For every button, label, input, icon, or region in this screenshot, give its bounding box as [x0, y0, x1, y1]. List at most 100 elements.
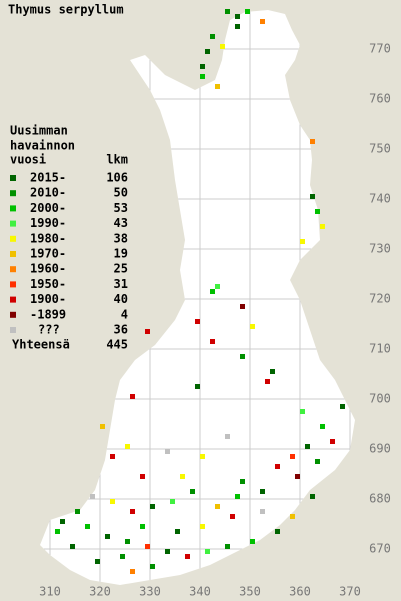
x-tick-label: 310 — [39, 585, 61, 599]
legend-swatch — [10, 266, 16, 273]
observation-square — [235, 494, 240, 499]
observation-square — [130, 394, 135, 399]
legend-label: 1980- — [30, 231, 66, 245]
legend-count: 31 — [114, 277, 128, 291]
finland-outline — [40, 10, 355, 585]
observation-square — [185, 554, 190, 559]
observation-square — [110, 499, 115, 504]
legend-label: -1899 — [30, 307, 66, 321]
observation-square — [245, 9, 250, 14]
observation-square — [225, 434, 230, 439]
x-tick-label: 350 — [239, 585, 261, 599]
legend-swatch — [10, 251, 16, 257]
observation-square — [270, 369, 275, 374]
observation-square — [295, 474, 300, 479]
y-tick-label: 700 — [369, 392, 391, 406]
observation-square — [125, 539, 130, 544]
observation-square — [120, 554, 125, 559]
map-title: Thymus serpyllum — [8, 3, 124, 17]
legend-swatch — [10, 281, 16, 288]
observation-square — [180, 474, 185, 479]
legend-heading: havainnon — [10, 139, 75, 153]
observation-square — [250, 324, 255, 329]
observation-square — [230, 514, 235, 519]
observation-square — [140, 524, 145, 529]
y-tick-label: 760 — [369, 92, 391, 106]
legend-count: 106 — [106, 171, 128, 185]
legend-label: 1970- — [30, 247, 66, 261]
legend-swatch — [10, 190, 16, 197]
legend-swatch — [10, 296, 16, 303]
observation-square — [260, 489, 265, 494]
observation-square — [310, 194, 315, 199]
observation-square — [105, 534, 110, 539]
observation-square — [320, 424, 325, 429]
observation-square — [240, 479, 245, 484]
legend-label: 2010- — [30, 186, 66, 200]
observation-square — [95, 559, 100, 564]
y-tick-label: 720 — [369, 292, 391, 306]
observation-square — [130, 569, 135, 574]
observation-square — [85, 524, 90, 529]
observation-square — [145, 544, 150, 549]
observation-square — [90, 494, 95, 499]
legend-count: 43 — [114, 216, 128, 230]
observation-square — [60, 519, 65, 524]
observation-square — [235, 24, 240, 29]
legend-heading: Uusimman — [10, 124, 68, 138]
y-tick-label: 740 — [369, 192, 391, 206]
observation-square — [305, 444, 310, 449]
observations — [55, 9, 345, 574]
x-tick-label: 370 — [339, 585, 361, 599]
observation-square — [200, 454, 205, 459]
observation-square — [200, 524, 205, 529]
legend-swatch — [10, 327, 16, 333]
observation-square — [320, 224, 325, 229]
y-tick-label: 690 — [369, 442, 391, 456]
observation-square — [260, 19, 265, 24]
observation-square — [70, 544, 75, 549]
observation-square — [200, 64, 205, 69]
legend-count: 40 — [114, 292, 128, 306]
observation-square — [235, 14, 240, 19]
observation-square — [165, 549, 170, 554]
legend-count: 50 — [114, 186, 128, 200]
observation-square — [150, 504, 155, 509]
observation-square — [215, 284, 220, 289]
legend-count: 4 — [121, 307, 128, 321]
y-tick-label: 710 — [369, 342, 391, 356]
observation-square — [290, 454, 295, 459]
legend-label: 1900- — [30, 292, 66, 306]
x-tick-label: 360 — [289, 585, 311, 599]
observation-square — [265, 379, 270, 384]
observation-square — [315, 459, 320, 464]
observation-square — [225, 544, 230, 549]
observation-square — [300, 239, 305, 244]
observation-square — [145, 329, 150, 334]
observation-square — [195, 384, 200, 389]
legend-swatch — [10, 235, 16, 242]
observation-square — [200, 74, 205, 79]
observation-square — [195, 319, 200, 324]
observation-square — [220, 44, 225, 49]
observation-square — [250, 539, 255, 544]
legend-count: 19 — [114, 247, 128, 261]
observation-square — [315, 209, 320, 214]
x-tick-label: 330 — [139, 585, 161, 599]
x-tick-label: 340 — [189, 585, 211, 599]
total-count: 445 — [106, 338, 128, 352]
legend-swatch — [10, 175, 16, 181]
legend-swatch — [10, 220, 16, 227]
observation-square — [125, 444, 130, 449]
observation-square — [100, 424, 105, 429]
observation-square — [130, 509, 135, 514]
observation-square — [330, 439, 335, 444]
legend-label: 1960- — [30, 262, 66, 276]
observation-square — [310, 494, 315, 499]
observation-square — [275, 464, 280, 469]
observation-square — [215, 504, 220, 509]
observation-square — [300, 409, 305, 414]
legend-count: 25 — [114, 262, 128, 276]
